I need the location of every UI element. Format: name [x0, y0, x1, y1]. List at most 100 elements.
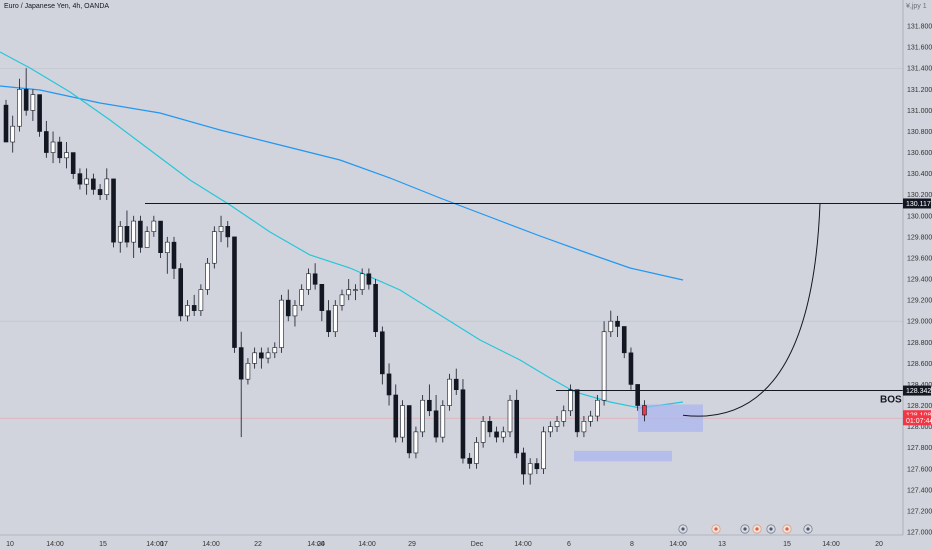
candle: [568, 384, 573, 417]
candle: [561, 405, 567, 427]
candle-body: [151, 220, 157, 232]
candle-body: [312, 273, 318, 285]
candle-body: [144, 231, 150, 248]
price-tick-label: 128.000: [907, 424, 932, 431]
time-tick-label: 10: [6, 541, 14, 548]
price-tick-label: 129.400: [907, 277, 932, 284]
candle: [238, 331, 244, 438]
candle: [245, 358, 251, 385]
candle-body: [306, 273, 311, 290]
zones: [574, 404, 703, 462]
price-tick-label: 131.600: [907, 45, 932, 52]
candle-body: [386, 373, 392, 396]
candle: [494, 426, 499, 443]
candle-body: [265, 352, 271, 359]
candle-body: [346, 289, 352, 296]
price-label-text: 130.117: [906, 201, 931, 208]
candle-body: [37, 94, 42, 132]
candle-body: [279, 299, 284, 348]
candle-body: [521, 452, 526, 475]
candle-body: [17, 89, 22, 127]
price-tick-label: 131.200: [907, 87, 932, 94]
candle: [487, 416, 493, 438]
candle: [635, 384, 640, 411]
candle: [272, 342, 278, 359]
candle-body: [285, 299, 291, 317]
candle: [480, 416, 486, 448]
time-tick-label: 15: [99, 541, 107, 548]
candle-body: [117, 226, 123, 243]
candle: [467, 452, 472, 469]
price-tick-label: 131.800: [907, 24, 932, 31]
economic-event-icon[interactable]: [782, 524, 792, 534]
candle: [279, 294, 284, 353]
candle: [10, 115, 16, 153]
projection-curve: [682, 203, 821, 417]
price-tick-label: 127.400: [907, 487, 932, 494]
candle-body: [104, 178, 110, 196]
candle-body: [238, 347, 244, 380]
candle-body: [171, 241, 177, 269]
candle: [507, 394, 513, 438]
candle-body: [198, 289, 204, 311]
candle: [346, 279, 352, 301]
candle: [158, 220, 163, 258]
candle: [312, 263, 318, 290]
candle-body: [568, 389, 573, 412]
time-tick-label: 14:00: [202, 541, 220, 548]
candle: [427, 384, 432, 417]
candle-body: [23, 89, 29, 111]
price-tick-label: 127.200: [907, 508, 932, 515]
candle-body: [158, 220, 163, 253]
candle: [601, 321, 607, 406]
candle-body: [97, 189, 103, 196]
event-dot: [785, 527, 789, 531]
price-label-text: 01:07:44: [906, 418, 932, 425]
economic-event-icon[interactable]: [678, 524, 688, 534]
candle-body: [353, 289, 358, 291]
time-tick-label: 8: [630, 541, 634, 548]
event-dot: [806, 527, 810, 531]
time-tick-label: 14:00: [46, 541, 64, 548]
candle-body: [259, 352, 264, 359]
candle-body: [494, 431, 499, 438]
event-dot: [769, 527, 773, 531]
candle: [17, 78, 22, 132]
price-label-box: [903, 415, 931, 426]
price-tick-label: 130.000: [907, 213, 932, 220]
candle-body: [77, 173, 83, 185]
candle: [191, 294, 197, 316]
candle: [212, 226, 217, 269]
candle-body: [245, 363, 251, 380]
candle: [124, 210, 130, 248]
candle-body: [185, 305, 190, 317]
time-tick-label: 14:00: [358, 541, 376, 548]
economic-event-icon[interactable]: [711, 524, 721, 534]
time-tick-label: 17: [160, 541, 168, 548]
candle-body: [292, 305, 298, 317]
price-label-box: [903, 410, 931, 421]
economic-event-icon[interactable]: [766, 524, 776, 534]
candle: [500, 426, 506, 443]
candle: [447, 373, 452, 411]
candle-body: [50, 141, 56, 153]
candle: [218, 215, 224, 243]
price-tick-label: 131.400: [907, 66, 932, 73]
candle: [164, 236, 170, 274]
candle: [386, 363, 392, 406]
candle: [252, 347, 257, 369]
economic-event-icon[interactable]: [740, 524, 750, 534]
economic-event-icon[interactable]: [752, 524, 762, 534]
candle-body: [299, 289, 304, 306]
event-icons[interactable]: [678, 524, 813, 534]
price-tick-label: 128.800: [907, 340, 932, 347]
candle-body: [339, 294, 345, 306]
candle-body: [406, 405, 412, 454]
candle-body: [608, 320, 614, 333]
top-right-label: ¥,jpy 1: [906, 3, 927, 10]
candle-body: [205, 262, 210, 290]
candle-body: [10, 125, 16, 143]
economic-event-icon[interactable]: [803, 524, 813, 534]
candle: [64, 142, 69, 169]
